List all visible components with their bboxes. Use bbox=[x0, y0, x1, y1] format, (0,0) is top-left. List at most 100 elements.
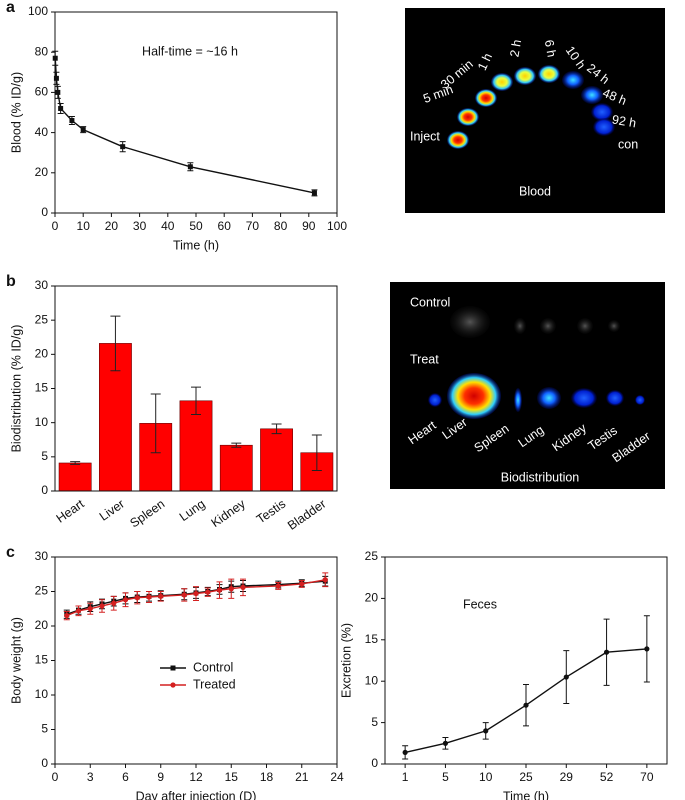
x-tick-label: Spleen bbox=[127, 497, 167, 531]
time-label: 92 h bbox=[611, 112, 637, 130]
control-organ bbox=[608, 320, 620, 332]
error-bar bbox=[191, 386, 201, 415]
x-tick-label: Lung bbox=[177, 497, 208, 524]
annotation: Half-time = ~16 h bbox=[142, 44, 238, 58]
marker bbox=[181, 592, 187, 598]
annotation: Feces bbox=[463, 597, 497, 611]
legend-label: Control bbox=[193, 660, 233, 674]
marker bbox=[311, 190, 317, 196]
marker bbox=[187, 164, 193, 170]
marker bbox=[87, 606, 93, 612]
panel-letter: c bbox=[6, 544, 15, 561]
bar bbox=[260, 428, 293, 492]
x-tick-label: 80 bbox=[274, 219, 288, 233]
marker bbox=[193, 590, 199, 597]
treated-organ bbox=[571, 388, 597, 408]
x-tick-label: Kidney bbox=[209, 496, 249, 530]
time-label: con bbox=[618, 137, 638, 151]
treated-organ bbox=[447, 373, 501, 419]
y-tick-label: 20 bbox=[365, 591, 379, 605]
x-tick-label: 60 bbox=[218, 219, 232, 233]
marker bbox=[523, 702, 529, 708]
y-tick-label: 60 bbox=[35, 85, 49, 99]
time-label: 6 h bbox=[542, 39, 559, 59]
marker bbox=[563, 674, 569, 680]
bar bbox=[179, 400, 213, 492]
marker bbox=[55, 89, 61, 95]
signal-blob bbox=[591, 103, 613, 121]
marker bbox=[170, 665, 176, 671]
y-tick-label: 5 bbox=[371, 715, 378, 729]
image-caption: Blood bbox=[519, 184, 551, 198]
y-tick-label: 0 bbox=[41, 483, 48, 497]
marker bbox=[240, 584, 246, 590]
marker bbox=[69, 118, 75, 124]
x-axis-label: Time (h) bbox=[173, 238, 219, 252]
y-tick-label: 20 bbox=[35, 165, 49, 179]
marker bbox=[205, 589, 211, 595]
panel-letter: b bbox=[6, 273, 16, 290]
signal-blob bbox=[457, 108, 479, 126]
marker bbox=[64, 613, 70, 619]
control-organ bbox=[514, 318, 526, 334]
x-tick-label: 5 bbox=[442, 770, 449, 784]
group-label: Treat bbox=[410, 352, 439, 366]
error-bar bbox=[110, 315, 121, 372]
plot-frame bbox=[54, 285, 338, 492]
marker bbox=[146, 594, 152, 600]
x-tick-label: 52 bbox=[600, 770, 614, 784]
y-tick-label: 15 bbox=[35, 653, 49, 667]
y-tick-label: 100 bbox=[28, 4, 48, 18]
y-tick-label: 5 bbox=[41, 722, 48, 736]
marker bbox=[53, 75, 59, 81]
marker bbox=[158, 593, 164, 599]
marker bbox=[275, 583, 281, 589]
treated-organ bbox=[537, 387, 561, 409]
signal-blob bbox=[475, 89, 497, 107]
marker bbox=[216, 587, 223, 593]
control-organ bbox=[577, 318, 593, 334]
signal-blob bbox=[562, 71, 584, 89]
x-tick-label: 9 bbox=[157, 770, 164, 784]
y-tick-label: 5 bbox=[41, 449, 48, 463]
y-tick-label: 15 bbox=[365, 632, 379, 646]
x-tick-label: 70 bbox=[640, 770, 654, 784]
treated-organ bbox=[606, 390, 624, 406]
x-tick-label: 20 bbox=[105, 219, 119, 233]
x-tick-label: 30 bbox=[133, 219, 147, 233]
error-bar bbox=[311, 434, 322, 471]
marker bbox=[299, 581, 305, 587]
y-tick-label: 25 bbox=[35, 312, 49, 326]
y-axis-label: Blood (% ID/g) bbox=[9, 72, 23, 153]
signal-blob bbox=[514, 67, 536, 85]
x-tick-label: Testis bbox=[254, 497, 288, 527]
signal-blob bbox=[593, 118, 615, 136]
x-tick-label: 18 bbox=[260, 770, 274, 784]
x-axis-label: Time (h) bbox=[503, 789, 549, 800]
y-tick-label: 20 bbox=[35, 618, 49, 632]
marker bbox=[111, 600, 117, 606]
x-tick-label: 10 bbox=[479, 770, 493, 784]
x-tick-label: 50 bbox=[189, 219, 203, 233]
error-bar bbox=[231, 442, 242, 448]
y-tick-label: 0 bbox=[41, 205, 48, 219]
time-label: 2 h bbox=[507, 39, 524, 59]
x-tick-label: 29 bbox=[560, 770, 574, 784]
signal-blob bbox=[447, 131, 469, 149]
panel-letter: a bbox=[6, 0, 15, 16]
x-tick-label: 25 bbox=[519, 770, 533, 784]
marker bbox=[644, 646, 650, 652]
marker bbox=[99, 603, 105, 609]
control-organ bbox=[540, 318, 556, 334]
marker bbox=[134, 595, 140, 601]
y-tick-label: 30 bbox=[35, 278, 49, 292]
y-tick-label: 10 bbox=[35, 415, 49, 429]
error-bar bbox=[150, 393, 161, 454]
marker bbox=[483, 728, 489, 734]
bar bbox=[58, 462, 92, 492]
image-caption: Biodistribution bbox=[501, 470, 580, 484]
x-tick-label: 12 bbox=[189, 770, 203, 784]
signal-blob bbox=[491, 73, 513, 91]
image-background bbox=[390, 282, 665, 489]
